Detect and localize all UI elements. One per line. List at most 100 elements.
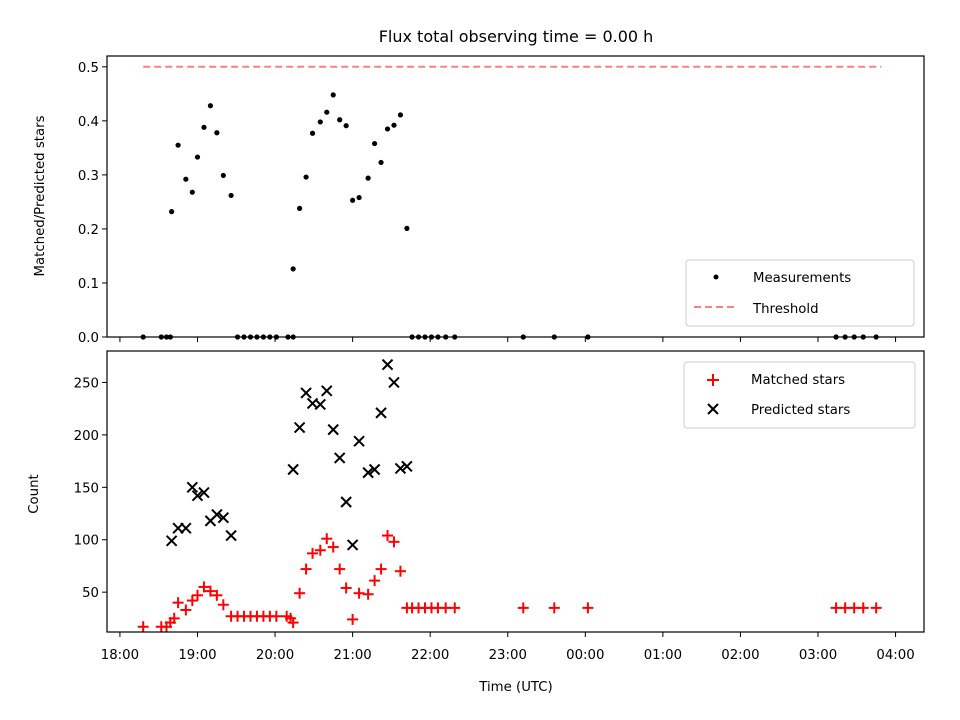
measurement-point (220, 172, 226, 179)
measurement-point (343, 123, 349, 129)
legend-measurements-label: Measurements (753, 271, 851, 286)
predicted-star-point (191, 489, 204, 502)
measurement-point (175, 142, 181, 148)
predicted-star-point (388, 376, 400, 389)
matched-star-point (211, 589, 223, 601)
predicted-star-point (225, 529, 237, 542)
predicted-star-point (287, 463, 299, 476)
legend-predicted-label: Predicted stars (751, 403, 850, 418)
predicted-star-point (333, 452, 346, 464)
measurement-point (309, 130, 316, 136)
matched-star-point (362, 588, 374, 600)
predicted-star-point (314, 398, 327, 411)
predicted-x-b (198, 486, 210, 499)
matched-star-point (382, 530, 394, 542)
bottom-series-layer (137, 358, 882, 633)
x-tick-label: 18:00 (101, 648, 139, 663)
measurement-point (337, 117, 343, 123)
measurement-point (290, 266, 296, 272)
matched-star-point (449, 602, 461, 614)
predicted-star-point (401, 460, 413, 473)
top-legend-box (685, 259, 915, 327)
measurement-point (350, 197, 356, 203)
top-y-tick-label: 0.1 (78, 277, 99, 292)
matched-star-point (375, 563, 387, 575)
measurement-point (356, 194, 362, 201)
predicted-star-point (346, 539, 359, 551)
measurement-point (207, 103, 214, 109)
predicted-star-point (300, 387, 312, 399)
bottom-y-ticks: 50 100 150 200 250 (74, 376, 107, 601)
top-y-tick-label: 0.5 (78, 61, 99, 76)
predicted-x-b (225, 529, 237, 542)
legend-matched-marker (707, 374, 719, 386)
predicted-x-b (321, 385, 333, 397)
predicted-star-point (362, 466, 374, 479)
matched-star-point (186, 595, 198, 607)
top-axes-frame (106, 55, 925, 338)
predicted-x-b (333, 452, 346, 464)
predicted-x-b (186, 481, 199, 494)
matched-star-point (314, 544, 326, 556)
x-tick-label: 02:00 (721, 648, 759, 663)
x-tick-label: 21:00 (333, 648, 371, 663)
predicted-x-b (327, 423, 339, 436)
legend-predicted-marker (707, 403, 719, 415)
matched-star-point (191, 589, 203, 601)
x-tick-label: 03:00 (799, 648, 837, 663)
x-tick-label: 01:00 (644, 648, 682, 663)
matched-star-point (270, 610, 282, 622)
predicted-star-point (321, 385, 333, 397)
matched-star-point (180, 604, 192, 616)
matched-star-point (369, 575, 381, 587)
measurement-point (194, 154, 201, 160)
matched-star-point (307, 547, 319, 559)
measurement-point (378, 159, 384, 166)
predicted-x-b (394, 462, 407, 475)
measurement-point (297, 205, 303, 211)
measurement-point (391, 122, 397, 128)
matched-star-point (353, 587, 365, 599)
predicted-x-b (211, 508, 223, 521)
matched-star-point (340, 582, 352, 594)
predicted-x-b (340, 496, 352, 508)
bottom-panel: 50 100 150 200 250 18:00 19:00 20:00 21:00 22:00… (27, 350, 925, 695)
predicted-x-b (180, 522, 192, 534)
bottom-legend: Matched stars Predicted stars (683, 361, 916, 429)
measurement-point (303, 174, 309, 180)
matched-star-point (327, 541, 339, 553)
matched-star-point (394, 565, 406, 577)
predicted-x-b (314, 398, 327, 411)
bottom-x-ticks: 18:00 19:00 20:00 21:00 22:00 23:00 00:00 01:00… (101, 632, 915, 663)
measurement-point (169, 209, 175, 215)
matched-star-point (168, 612, 180, 624)
predicted-star-point (293, 421, 306, 434)
predicted-star-point (186, 481, 199, 494)
x-tick-label: 20:00 (256, 648, 294, 663)
matched-star-point (287, 617, 299, 629)
measurement-point (404, 225, 410, 231)
matched-star-point (217, 599, 229, 611)
matched-star-point (517, 602, 529, 614)
measurement-point (183, 176, 189, 182)
matched-star-point (548, 602, 560, 614)
top-y-tick-label: 0.3 (78, 169, 99, 184)
bottom-legend-box (683, 361, 916, 429)
measurement-point (201, 124, 207, 130)
bottom-y-axis-label: Count (27, 474, 42, 514)
measurement-point (371, 140, 378, 147)
predicted-star-point (180, 522, 192, 534)
bottom-y-tick-label: 250 (74, 376, 99, 391)
predicted-x-b (381, 358, 394, 371)
top-x-ticks (119, 337, 897, 342)
predicted-x-b (368, 463, 381, 476)
bottom-y-tick-label: 100 (74, 534, 99, 549)
matched-star-point (204, 585, 216, 597)
measurement-point (317, 119, 323, 125)
predicted-x-b (346, 539, 359, 551)
legend-matched-label: Matched stars (751, 373, 845, 388)
predicted-x-b (165, 535, 178, 547)
predicted-star-point (353, 435, 365, 447)
predicted-star-point (165, 535, 178, 547)
